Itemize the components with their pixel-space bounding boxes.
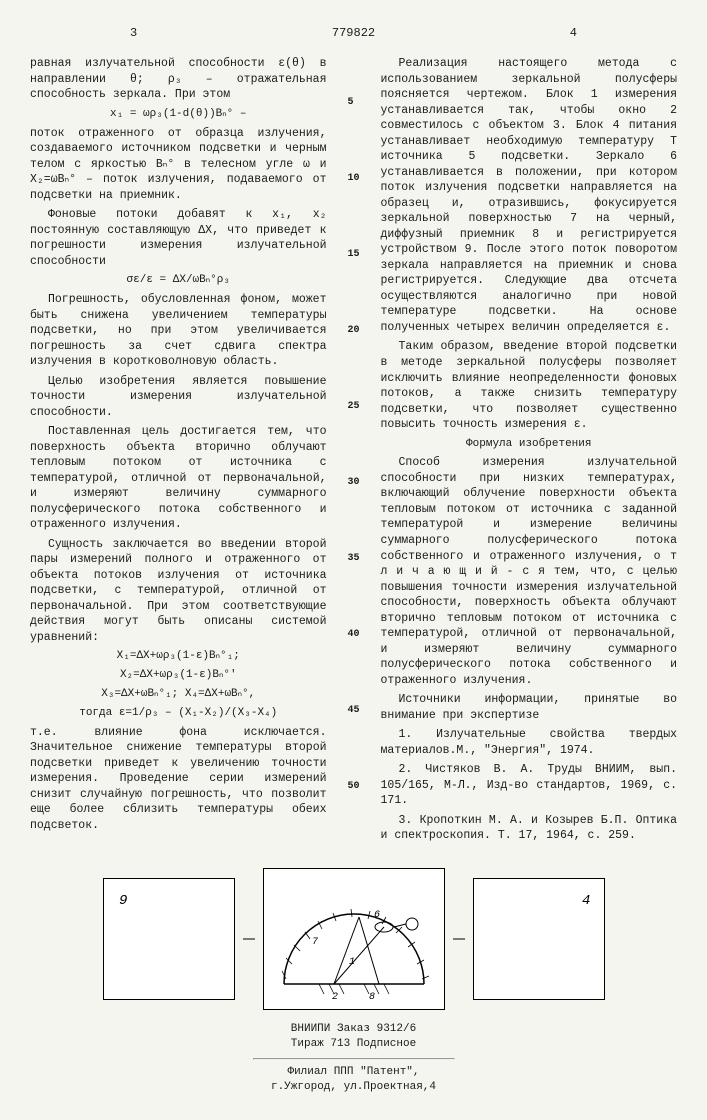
footer-line: Филиал ППП "Патент",	[30, 1065, 677, 1080]
footer-line: Тираж 713 Подписное	[30, 1037, 677, 1052]
line-num: 50	[348, 780, 360, 794]
figure-box-center: 6 7 1 8 2	[263, 868, 445, 1010]
formula: x₁ = ωρ₃(1-d(θ))Bₙ° –	[30, 107, 327, 122]
figure-box-9: 9	[103, 878, 235, 1000]
line-num: 30	[348, 476, 360, 490]
refs-title: Источники информации, принятые во вниман…	[381, 692, 678, 723]
right-column: Реализация настоящего метода с использов…	[381, 56, 678, 848]
line-num: 5	[348, 96, 360, 110]
footer: ВНИИПИ Заказ 9312/6 Тираж 713 Подписное …	[30, 1022, 677, 1096]
text-columns: равная излучательной способности ε(θ) в …	[30, 56, 677, 848]
para: Сущность заключается во введении второй …	[30, 537, 327, 646]
footer-line: г.Ужгород, ул.Проектная,4	[30, 1080, 677, 1095]
svg-text:7: 7	[312, 937, 318, 948]
para: Фоновые потоки добавят к x₁, x₂ постоянн…	[30, 207, 327, 269]
page-header: 3 779822 4	[30, 25, 677, 41]
para: т.е. влияние фона исключается. Значитель…	[30, 725, 327, 834]
para: Целью изобретения является повышение точ…	[30, 374, 327, 421]
claim-text: Способ измерения излучательной способнос…	[381, 455, 678, 688]
footer-divider	[253, 1058, 455, 1060]
line-num: 15	[348, 248, 360, 262]
claim-title: Формула изобретения	[381, 437, 678, 452]
para: поток отраженного от образца излучения, …	[30, 126, 327, 204]
ref: 1. Излучательные свойства твердых матери…	[381, 727, 678, 758]
para: Поставленная цель достигается тем, что п…	[30, 424, 327, 533]
document-number: 779822	[332, 25, 375, 41]
para: Погрешность, обусловленная фоном, может …	[30, 292, 327, 370]
line-num: 20	[348, 324, 360, 338]
fig-label-9: 9	[119, 893, 127, 909]
page-num-right: 4	[570, 25, 577, 41]
fig-label-4: 4	[582, 893, 590, 909]
line-num: 35	[348, 552, 360, 566]
line-num: 40	[348, 628, 360, 642]
figure-connector-right	[453, 879, 465, 999]
page-num-left: 3	[130, 25, 137, 41]
line-num: 45	[348, 704, 360, 718]
footer-line: ВНИИПИ Заказ 9312/6	[30, 1022, 677, 1037]
line-number-gutter: 5 10 15 20 25 30 35 40 45 50	[348, 56, 360, 848]
formula: тогда ε=1/ρ₃ – (X₁-X₂)/(X₃-X₄)	[30, 706, 327, 721]
svg-text:6: 6	[374, 910, 380, 921]
formula: X₂=ΔX+ωρ₃(1-ε)Bₙ°'	[30, 668, 327, 683]
svg-text:1: 1	[349, 957, 355, 968]
formula: X₁=ΔX+ωρ₃(1-ε)Bₙ°₁;	[30, 649, 327, 664]
svg-text:2: 2	[332, 992, 338, 1003]
para: Таким образом, введение второй подсветки…	[381, 339, 678, 432]
left-column: равная излучательной способности ε(θ) в …	[30, 56, 327, 848]
formula: X₃=ΔX+ωBₙ°₁; X₄=ΔX+ωBₙ°,	[30, 687, 327, 702]
figure-box-4: 4	[473, 878, 605, 1000]
line-num: 10	[348, 172, 360, 186]
ref: 2. Чистяков В. А. Труды ВНИИМ, вып. 105/…	[381, 762, 678, 809]
ref: 3. Кропоткин М. А. и Козырев Б.П. Оптика…	[381, 813, 678, 844]
para: равная излучательной способности ε(θ) в …	[30, 56, 327, 103]
para: Реализация настоящего метода с использов…	[381, 56, 678, 335]
svg-text:8: 8	[369, 992, 375, 1003]
figure: 9 6	[30, 868, 677, 1010]
figure-connector-left	[243, 879, 255, 999]
line-num: 25	[348, 400, 360, 414]
formula: σε/ε = ΔX/ωBₙ°ρ₃	[30, 273, 327, 288]
